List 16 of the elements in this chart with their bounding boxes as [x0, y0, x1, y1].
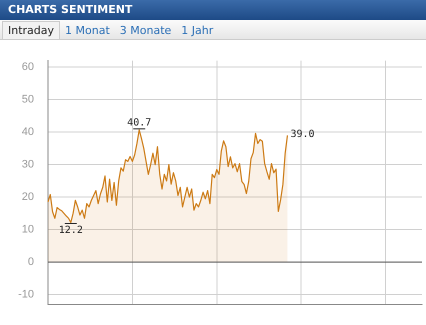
y-tick-label: 50 [22, 94, 34, 106]
y-tick-label: 30 [22, 158, 34, 171]
y-tick-label: 40 [22, 126, 34, 138]
y-tick-label: -10 [18, 288, 34, 301]
text: Intraday [2, 21, 60, 39]
y-tick-label: 60 [22, 61, 34, 74]
y-tick-label: 20 [22, 191, 34, 204]
chart-title: CHARTS SENTIMENT [0, 0, 426, 20]
y-tick-label: 0 [28, 256, 34, 268]
annotation: 39.0 [290, 128, 315, 140]
text: 3 Monate [118, 23, 172, 39]
annotation: 40.7 [127, 117, 152, 128]
text: 1 Monat [64, 23, 111, 39]
text: 1 Jahr [180, 23, 214, 39]
y-tick-label: 10 [22, 224, 34, 236]
annotation: 12.2 [58, 225, 83, 236]
